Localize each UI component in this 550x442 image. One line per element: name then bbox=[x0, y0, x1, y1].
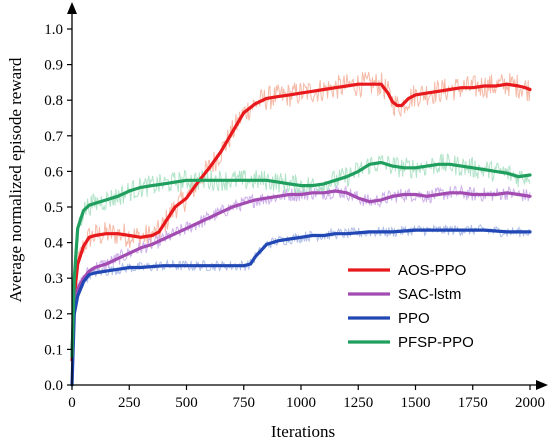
y-tick-label: 0.9 bbox=[44, 58, 63, 74]
smoothed-lines-layer bbox=[70, 82, 532, 387]
y-tick-label: 0.1 bbox=[44, 342, 63, 358]
y-tick-label: 0.4 bbox=[44, 236, 63, 252]
series-line-pfsp-ppo bbox=[70, 160, 532, 359]
y-ticks: 0.0 0.1 0.2 0.3 0.4 0.5 0.6 0.7 0.8 0.9 1.0 bbox=[44, 22, 72, 394]
series-line-ppo bbox=[70, 228, 532, 387]
x-axis-title: Iterations bbox=[271, 422, 335, 441]
x-tick-label: 0 bbox=[68, 395, 76, 411]
raw-trace-sac-lstm bbox=[71, 184, 531, 350]
y-axis-arrow-icon bbox=[67, 2, 77, 14]
y-tick-label: 0.6 bbox=[44, 164, 63, 180]
legend-label-ppo: PPO bbox=[398, 310, 430, 327]
legend-label-aos-ppo: AOS-PPO bbox=[398, 262, 466, 279]
y-tick-label: 0.0 bbox=[44, 378, 63, 394]
x-tick-label: 750 bbox=[233, 395, 256, 411]
x-tick-label: 2000 bbox=[515, 395, 545, 411]
legend: AOS-PPO SAC-lstm PPO PFSP-PPO bbox=[348, 262, 474, 351]
x-tick-label: 1750 bbox=[458, 395, 488, 411]
legend-label-pfsp-ppo: PFSP-PPO bbox=[398, 334, 474, 351]
x-ticks: 0 250 500 750 1000 1250 1500 1750 2000 bbox=[68, 385, 545, 411]
legend-label-sac-lstm: SAC-lstm bbox=[398, 286, 461, 303]
y-tick-label: 0.7 bbox=[44, 129, 63, 145]
series-line-aos-ppo bbox=[70, 82, 532, 362]
x-tick-label: 250 bbox=[118, 395, 141, 411]
x-axis-arrow-icon bbox=[536, 380, 548, 390]
y-tick-label: 0.5 bbox=[44, 200, 63, 216]
axes bbox=[67, 2, 548, 390]
y-tick-label: 0.8 bbox=[44, 93, 63, 109]
y-axis-title: Average normalized episode reward bbox=[6, 57, 25, 302]
x-tick-label: 500 bbox=[175, 395, 198, 411]
series-line-sac-lstm bbox=[70, 189, 532, 351]
y-tick-label: 0.2 bbox=[44, 307, 63, 323]
x-tick-label: 1250 bbox=[343, 395, 373, 411]
y-tick-label: 0.3 bbox=[44, 271, 63, 287]
raw-trace-aos-ppo bbox=[71, 71, 531, 361]
y-tick-label: 1.0 bbox=[44, 22, 63, 38]
x-tick-label: 1500 bbox=[401, 395, 431, 411]
x-tick-label: 1000 bbox=[286, 395, 316, 411]
